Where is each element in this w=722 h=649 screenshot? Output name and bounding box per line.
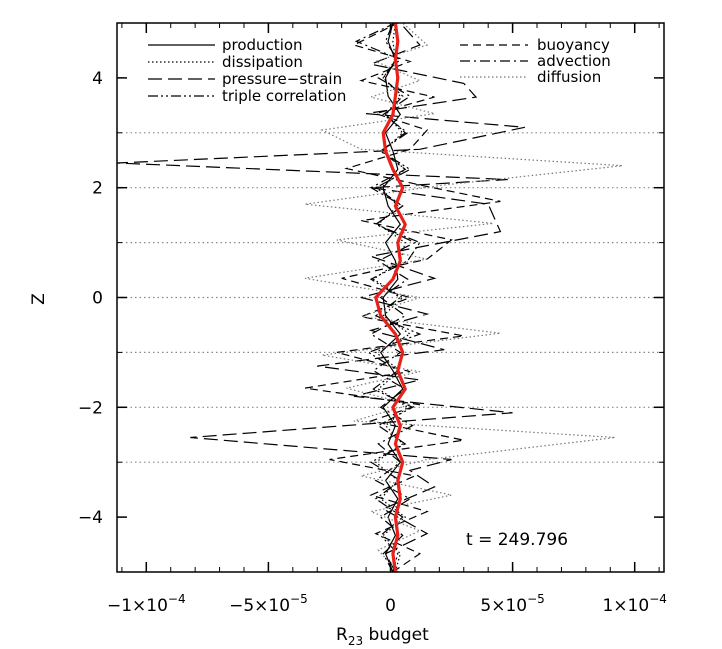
series-line-highlight [374, 22, 408, 573]
x-tick-label: 0 [385, 596, 396, 616]
series-line-pressure-strain [116, 22, 525, 573]
legend-label-left-1: dissipation [222, 53, 303, 71]
legend-label-right-1: advection [537, 52, 611, 70]
series-line-diffusion [304, 22, 623, 573]
x-tick-label: −5×10−5 [229, 592, 308, 616]
y-tick-label: 2 [92, 179, 103, 199]
y-tick-label: 0 [92, 289, 103, 309]
x-axis-label-subscript: 23 [348, 634, 363, 648]
legend-label-right-2: diffusion [537, 68, 601, 86]
x-tick-label: 5×10−5 [480, 592, 544, 616]
legend-label-left-2: pressure−strain [222, 70, 342, 88]
reference-lines [117, 132, 664, 463]
y-axis-label: Z [29, 293, 49, 305]
legend: productiondissipationpressure−straintrip… [148, 36, 611, 105]
legend-label-right-0: buoyancy [537, 36, 610, 54]
legend-label-left-3: triple correlation [222, 87, 346, 105]
y-tick-label: 4 [92, 69, 103, 89]
series-layer [116, 22, 623, 573]
axis-ticks: −1×10−4 −5×10−5 0 5×10−5 1×10−4 −4 −2 0 2 4 [78, 22, 667, 616]
series-line-advection [354, 22, 417, 573]
y-tick-label: −4 [78, 508, 103, 528]
x-tick-label: −1×10−4 [107, 592, 186, 616]
x-tick-label: 1×10−4 [602, 592, 666, 616]
x-axis-label-suffix: budget [363, 625, 429, 645]
y-tick-label: −2 [78, 398, 103, 418]
legend-label-left-0: production [222, 36, 303, 54]
x-axis-label-main: R [336, 625, 348, 645]
x-axis-label: R23 budget [336, 625, 429, 648]
time-annotation: t = 249.796 [466, 530, 568, 550]
